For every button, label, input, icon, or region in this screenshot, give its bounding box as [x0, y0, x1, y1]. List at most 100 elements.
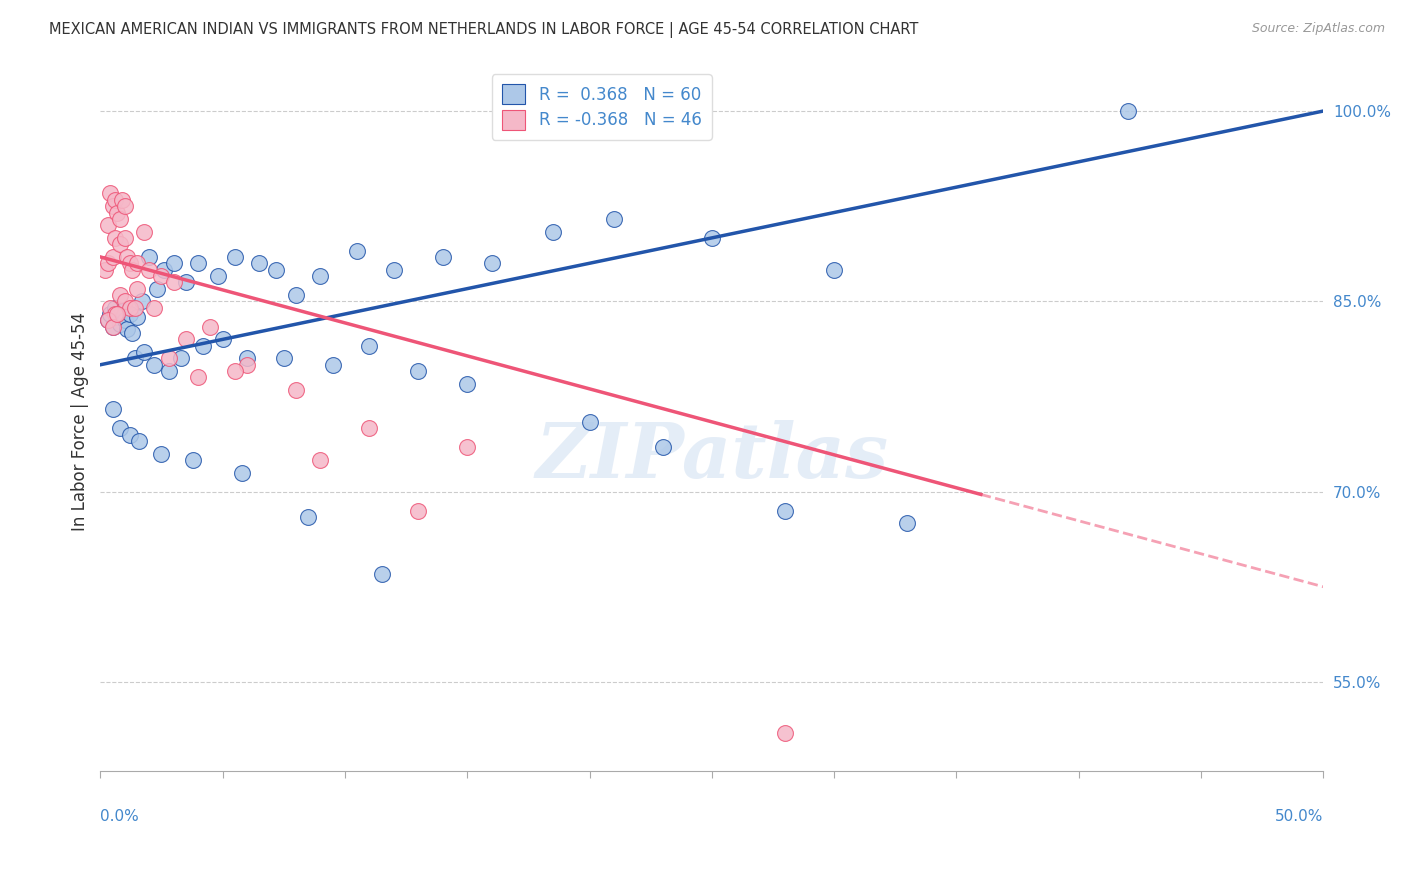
Point: [432, 250, 454, 264]
Point: [603, 211, 626, 226]
Point: [157, 364, 180, 378]
Text: 0.0%: 0.0%: [100, 809, 139, 824]
Point: [104, 301, 127, 315]
Legend: R =  0.368   N = 60, R = -0.368   N = 46: R = 0.368 N = 60, R = -0.368 N = 46: [492, 74, 711, 139]
Point: [94, 262, 117, 277]
Point: [1116, 103, 1139, 118]
Point: [896, 516, 918, 531]
Point: [236, 358, 259, 372]
Point: [297, 510, 319, 524]
Point: [153, 262, 176, 277]
Point: [481, 256, 503, 270]
Point: [108, 421, 131, 435]
Point: [370, 567, 392, 582]
Point: [359, 339, 381, 353]
Point: [309, 453, 332, 467]
Point: [101, 319, 124, 334]
Point: [408, 503, 430, 517]
Point: [97, 313, 120, 327]
Point: [191, 339, 214, 353]
Point: [247, 256, 270, 270]
Point: [104, 307, 127, 321]
Point: [266, 262, 288, 277]
Point: [382, 262, 405, 277]
Point: [285, 383, 308, 397]
Point: [322, 358, 344, 372]
Point: [118, 301, 141, 315]
Point: [187, 370, 209, 384]
Point: [117, 322, 139, 336]
Point: [108, 288, 131, 302]
Point: [117, 250, 139, 264]
Point: [408, 364, 430, 378]
Point: [125, 310, 148, 324]
Point: [138, 262, 160, 277]
Point: [163, 275, 186, 289]
Point: [104, 231, 127, 245]
Point: [224, 250, 246, 264]
Point: [101, 199, 124, 213]
Point: [207, 268, 229, 283]
Point: [187, 256, 209, 270]
Point: [108, 211, 131, 226]
Point: [124, 351, 146, 366]
Point: [98, 301, 121, 315]
Text: Source: ZipAtlas.com: Source: ZipAtlas.com: [1251, 22, 1385, 36]
Point: [108, 317, 131, 331]
Point: [124, 301, 146, 315]
Point: [773, 503, 796, 517]
Point: [346, 244, 368, 258]
Point: [157, 351, 180, 366]
Point: [181, 453, 204, 467]
Point: [651, 440, 673, 454]
Point: [143, 301, 166, 315]
Point: [138, 250, 160, 264]
Point: [285, 288, 308, 302]
Point: [143, 358, 166, 372]
Point: [231, 466, 253, 480]
Point: [121, 262, 143, 277]
Point: [111, 193, 134, 207]
Point: [224, 364, 246, 378]
Point: [101, 402, 124, 417]
Point: [121, 326, 143, 340]
Point: [134, 345, 156, 359]
Text: MEXICAN AMERICAN INDIAN VS IMMIGRANTS FROM NETHERLANDS IN LABOR FORCE | AGE 45-5: MEXICAN AMERICAN INDIAN VS IMMIGRANTS FR…: [49, 22, 918, 38]
Point: [118, 427, 141, 442]
Point: [134, 225, 156, 239]
Point: [98, 186, 121, 201]
Point: [114, 199, 136, 213]
Point: [456, 376, 478, 391]
Point: [150, 446, 173, 460]
Point: [309, 268, 332, 283]
Point: [125, 256, 148, 270]
Point: [145, 282, 167, 296]
Point: [101, 319, 124, 334]
Point: [108, 237, 131, 252]
Point: [170, 351, 193, 366]
Point: [200, 319, 222, 334]
Point: [359, 421, 381, 435]
Point: [131, 294, 153, 309]
Point: [98, 307, 121, 321]
Point: [541, 225, 564, 239]
Point: [111, 304, 134, 318]
Point: [118, 307, 141, 321]
Point: [114, 313, 136, 327]
Point: [174, 275, 197, 289]
Point: [107, 307, 129, 321]
Point: [700, 231, 723, 245]
Point: [174, 332, 197, 346]
Point: [114, 294, 136, 309]
Point: [128, 434, 150, 448]
Point: [97, 256, 120, 270]
Point: [150, 268, 173, 283]
Point: [578, 415, 600, 429]
Point: [823, 262, 845, 277]
Point: [97, 218, 120, 232]
Point: [273, 351, 295, 366]
Point: [107, 205, 129, 219]
Point: [163, 256, 186, 270]
Point: [211, 332, 233, 346]
Point: [114, 231, 136, 245]
